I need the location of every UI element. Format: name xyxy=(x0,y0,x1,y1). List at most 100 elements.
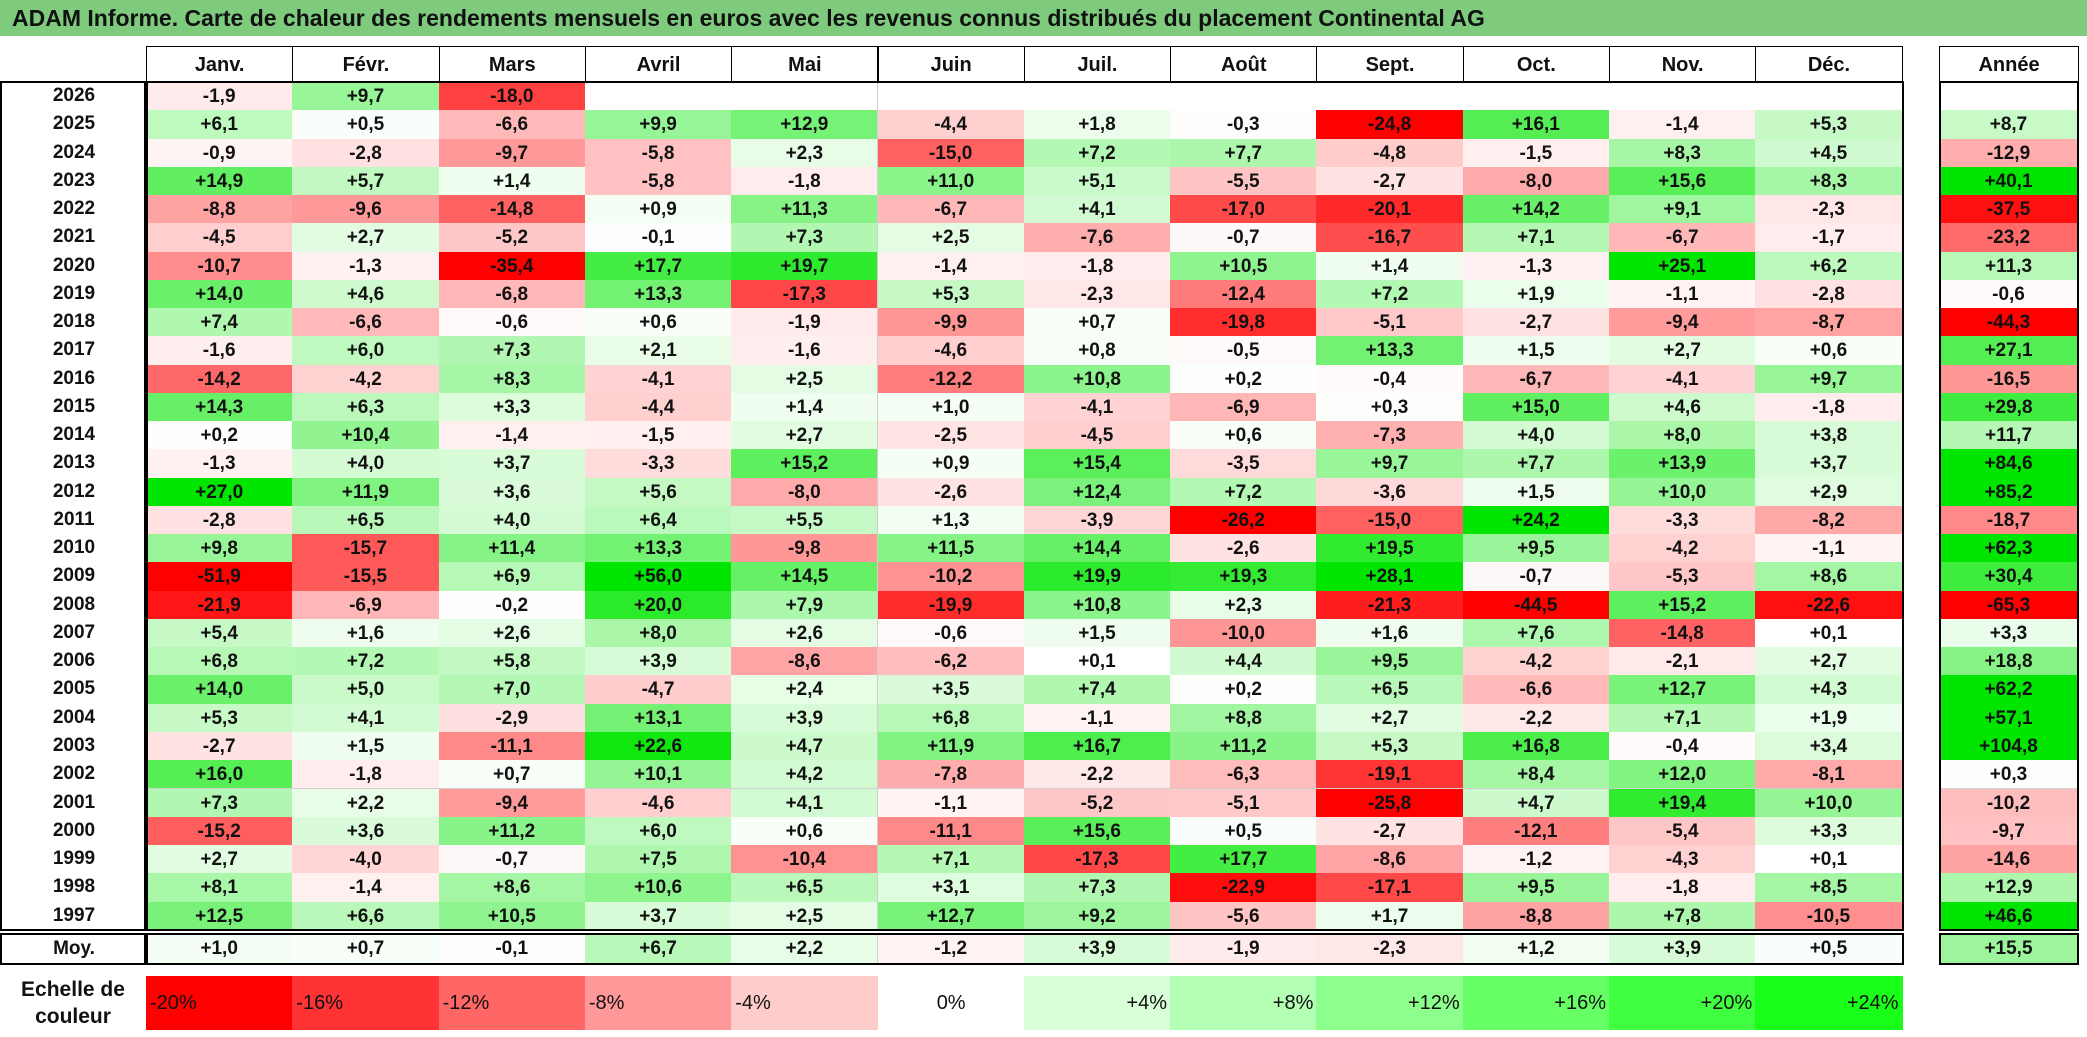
heatmap-cell: +7,3 xyxy=(146,788,294,818)
average-cell: +0,7 xyxy=(292,933,440,964)
row-year-label: 1999 xyxy=(52,848,96,870)
heatmap-cell: -1,5 xyxy=(1462,138,1610,168)
heatmap-cell: -2,2 xyxy=(1462,703,1610,733)
heatmap-cell: +12,4 xyxy=(1023,477,1172,507)
heatmap-cell: +4,2 xyxy=(731,760,879,790)
heatmap-cell: -25,8 xyxy=(1316,788,1464,818)
row-year-label: 2011 xyxy=(53,508,95,530)
color-scale-swatch: -16% xyxy=(292,975,440,1030)
average-cell: -1,2 xyxy=(877,933,1025,964)
heatmap-cell: -21,3 xyxy=(1316,590,1464,620)
heatmap-cell: +4,0 xyxy=(438,505,586,536)
heatmap-cell: +2,5 xyxy=(731,364,879,394)
heatmap-cell: +7,7 xyxy=(1170,138,1318,168)
heatmap-cell: +5,3 xyxy=(877,279,1025,310)
heatmap-cell: -6,6 xyxy=(292,308,440,338)
heatmap-cell: +5,1 xyxy=(1023,166,1172,197)
heatmap-cell xyxy=(877,82,1025,112)
heatmap-cell: -2,7 xyxy=(1316,816,1464,846)
heatmap-cell: +6,5 xyxy=(731,873,879,903)
heatmap-cell: +5,3 xyxy=(146,703,294,733)
heatmap-cell: +1,0 xyxy=(877,392,1025,423)
annual-cell: +62,2 xyxy=(1939,675,2079,705)
heatmap-cell xyxy=(1023,82,1172,112)
chart-title: ADAM Informe. Carte de chaleur des rende… xyxy=(0,0,2087,36)
heatmap-cell: +2,7 xyxy=(292,223,440,253)
heatmap-cell: -1,1 xyxy=(1023,703,1172,733)
heatmap-cell: +10,6 xyxy=(584,873,733,903)
color-scale-swatch: +24% xyxy=(1755,975,1903,1030)
annual-cell: -14,6 xyxy=(1939,845,2079,875)
heatmap-cell: +13,3 xyxy=(584,534,733,564)
heatmap-cell: +6,1 xyxy=(146,110,294,140)
heatmap-cell: +2,7 xyxy=(731,421,879,451)
heatmap-cell: +20,0 xyxy=(584,590,733,620)
heatmap-cell: -2,7 xyxy=(146,731,294,762)
heatmap-cell: +1,3 xyxy=(877,505,1025,536)
heatmap-cell: -3,5 xyxy=(1170,449,1318,479)
heatmap-cell: -4,1 xyxy=(1023,392,1172,423)
month-header: Oct. xyxy=(1462,46,1610,82)
heatmap-cell: -5,4 xyxy=(1609,816,1757,846)
heatmap-cell: -15,7 xyxy=(292,534,440,564)
heatmap-cell: +10,8 xyxy=(1023,590,1172,620)
heatmap-cell: +7,1 xyxy=(877,845,1025,875)
annual-cell: +46,6 xyxy=(1939,901,2079,931)
heatmap-cell: +2,7 xyxy=(1609,336,1757,366)
heatmap-cell: -19,1 xyxy=(1316,760,1464,790)
heatmap-cell: +14,3 xyxy=(146,392,294,423)
heatmap-cell: -9,6 xyxy=(292,195,440,225)
heatmap-cell: -2,7 xyxy=(1462,308,1610,338)
heatmap-cell: -10,2 xyxy=(877,562,1025,592)
heatmap-cell: -4,2 xyxy=(1462,647,1610,677)
heatmap-cell: -9,9 xyxy=(877,308,1025,338)
annual-cell: -44,3 xyxy=(1939,308,2079,338)
average-cell: +1,2 xyxy=(1462,933,1610,964)
heatmap-cell: -2,9 xyxy=(438,703,586,733)
heatmap-cell: -6,7 xyxy=(1462,364,1610,394)
annual-cell: -10,2 xyxy=(1939,788,2079,818)
heatmap-cell: -5,8 xyxy=(584,166,733,197)
heatmap-cell: +10,4 xyxy=(292,421,440,451)
heatmap-cell: +1,4 xyxy=(731,392,879,423)
annual-cell: -12,9 xyxy=(1939,138,2079,168)
heatmap-cell: +15,6 xyxy=(1023,816,1172,846)
heatmap-cell: +9,7 xyxy=(292,82,440,112)
heatmap-cell: +2,7 xyxy=(1755,647,1903,677)
heatmap-cell: -9,4 xyxy=(438,788,586,818)
heatmap-cell: -5,5 xyxy=(1170,166,1318,197)
heatmap-cell: +5,0 xyxy=(292,675,440,705)
heatmap-cell: +7,0 xyxy=(438,675,586,705)
row-year-label: 2008 xyxy=(52,593,96,615)
heatmap-cell: +14,9 xyxy=(146,166,294,197)
heatmap-cell: +28,1 xyxy=(1316,562,1464,592)
heatmap-cell: +8,6 xyxy=(438,873,586,903)
annual-cell: -23,2 xyxy=(1939,223,2079,253)
heatmap-cell: +16,8 xyxy=(1462,731,1610,762)
heatmap-cell: +4,1 xyxy=(1023,195,1172,225)
heatmap-cell: -7,8 xyxy=(877,760,1025,790)
month-header: Févr. xyxy=(292,46,440,82)
heatmap-cell: -1,8 xyxy=(1755,392,1903,423)
heatmap-cell: +7,5 xyxy=(584,845,733,875)
annual-cell: +0,3 xyxy=(1939,760,2079,790)
heatmap-cell: -0,6 xyxy=(438,308,586,338)
heatmap-cell: -1,8 xyxy=(731,166,879,197)
heatmap-cell: +1,7 xyxy=(1316,901,1464,931)
heatmap-cell: +12,5 xyxy=(146,901,294,931)
average-cell: +0,5 xyxy=(1755,933,1903,964)
heatmap-cell: -1,4 xyxy=(1609,110,1757,140)
heatmap-cell: +8,0 xyxy=(584,618,733,649)
heatmap-cell: +27,0 xyxy=(146,477,294,507)
color-scale-swatch: +20% xyxy=(1609,975,1757,1030)
month-header: Déc. xyxy=(1755,46,1903,82)
heatmap-cell: +0,6 xyxy=(1755,336,1903,366)
average-cell: +6,7 xyxy=(584,933,733,964)
heatmap-cell: +0,5 xyxy=(292,110,440,140)
heatmap-cell: +11,3 xyxy=(731,195,879,225)
heatmap-cell: +16,7 xyxy=(1023,731,1172,762)
heatmap-cell: +1,5 xyxy=(1023,618,1172,649)
heatmap-cell: +14,5 xyxy=(731,562,879,592)
heatmap-cell: +0,1 xyxy=(1023,647,1172,677)
month-header: Mars xyxy=(438,46,586,82)
